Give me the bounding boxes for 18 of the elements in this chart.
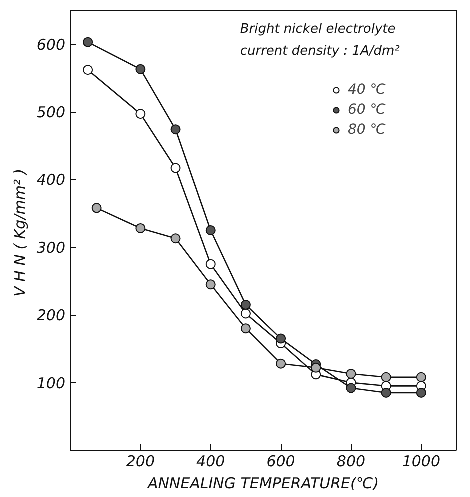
y-tick-label: 300 xyxy=(36,238,66,257)
x-tick-label: 1000 xyxy=(402,452,441,470)
y-tick-label: 400 xyxy=(36,171,66,190)
y-tick-label: 500 xyxy=(36,104,66,122)
x-tick-label: 400 xyxy=(196,452,226,470)
annotation: Bright nickel electrolyte xyxy=(240,22,396,37)
legend-label: 40 ℃ xyxy=(348,82,386,98)
legend-label: 80 ℃ xyxy=(348,122,386,138)
x-tick-label: 800 xyxy=(336,452,366,470)
annotation: current density : 1A/dm² xyxy=(240,44,400,59)
x-tick-label: 600 xyxy=(266,452,296,470)
y-tick-label: 600 xyxy=(36,36,66,54)
x-tick-label: 200 xyxy=(126,452,156,470)
y-axis-title: V H N ( Kg/mm² ) xyxy=(10,168,29,297)
y-tick-label: 100 xyxy=(36,374,66,392)
y-tick-label: 200 xyxy=(36,306,66,325)
legend-label: 60 ℃ xyxy=(348,102,386,118)
x-axis-title: ANNEALING TEMPERATURE(℃) xyxy=(146,474,380,492)
